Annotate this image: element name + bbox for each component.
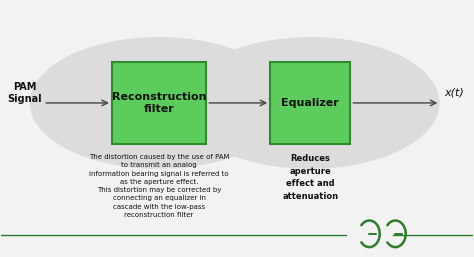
Text: Reduces
aperture
effect and
attenuation: Reduces aperture effect and attenuation [282,154,338,200]
FancyBboxPatch shape [112,62,206,144]
FancyBboxPatch shape [270,62,350,144]
Text: PAM
Signal: PAM Signal [7,82,42,104]
Text: The distortion caused by the use of PAM
to transmit an analog
information bearin: The distortion caused by the use of PAM … [89,154,229,218]
Text: x(t): x(t) [445,88,464,98]
Ellipse shape [182,38,439,168]
Text: Equalizer: Equalizer [282,98,339,108]
Text: Reconstruction
filter: Reconstruction filter [112,92,206,114]
Ellipse shape [30,38,288,168]
